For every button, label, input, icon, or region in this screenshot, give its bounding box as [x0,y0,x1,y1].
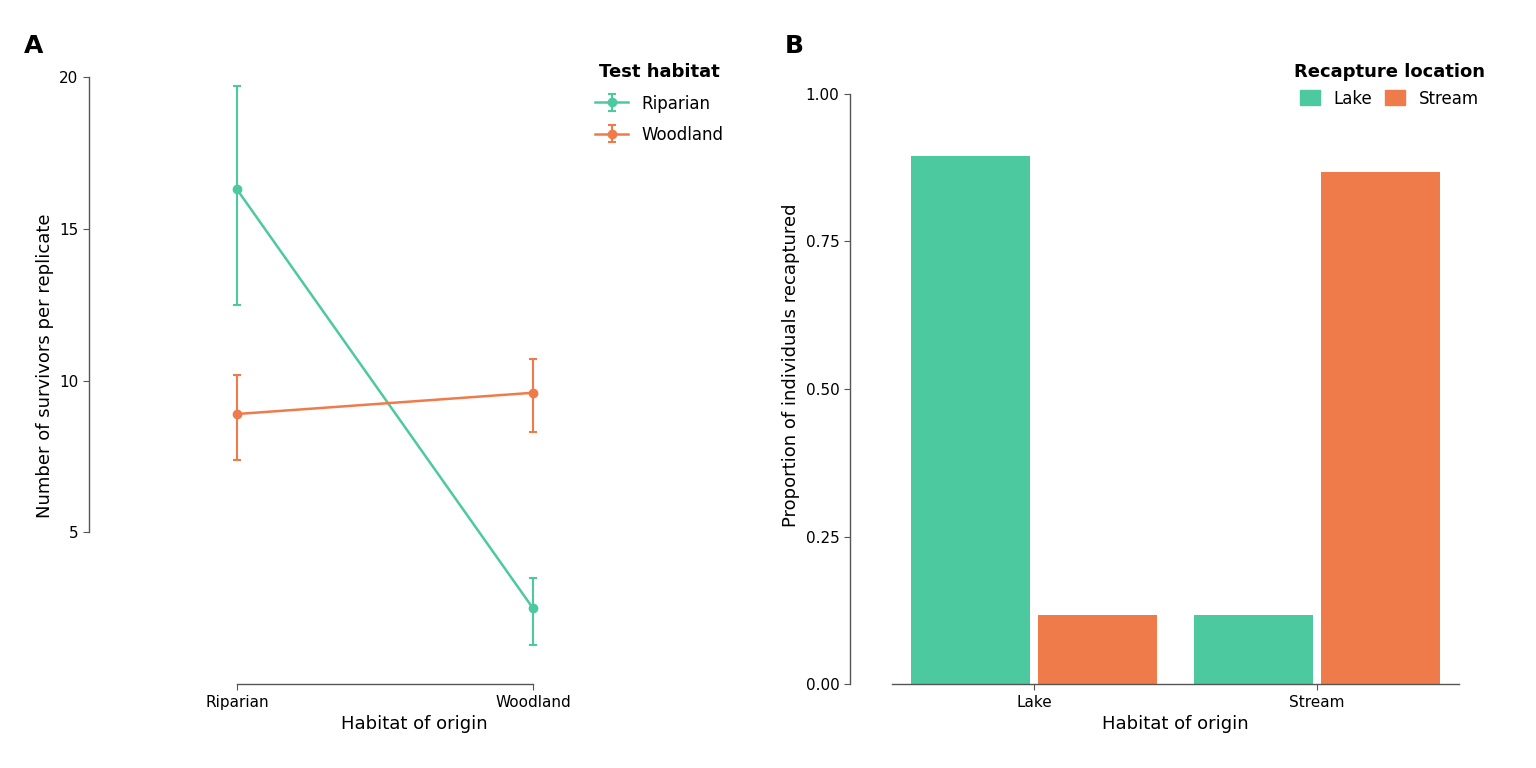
X-axis label: Habitat of origin: Habitat of origin [341,715,488,733]
Bar [1038,614,1157,684]
Legend: Riparian, Woodland: Riparian, Woodland [587,55,733,152]
Bar [1321,172,1441,684]
Bar [911,156,1029,684]
Y-axis label: Proportion of individuals recaptured: Proportion of individuals recaptured [782,204,800,527]
Bar [1193,614,1313,684]
Legend: Lake, Stream: Lake, Stream [1286,55,1493,116]
Text: B: B [785,34,803,58]
Y-axis label: Number of survivors per replicate: Number of survivors per replicate [35,214,54,518]
X-axis label: Habitat of origin: Habitat of origin [1103,715,1249,733]
Text: A: A [23,34,43,58]
